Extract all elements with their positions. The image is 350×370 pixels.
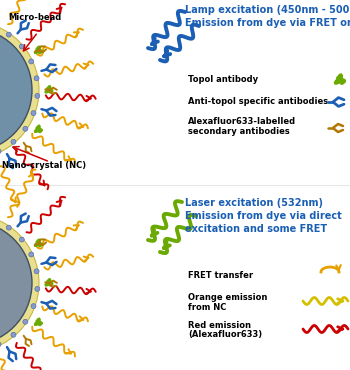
Circle shape [19,237,24,242]
Circle shape [34,269,39,274]
Text: Anti-topoI specific antibodies: Anti-topoI specific antibodies [188,98,328,107]
Text: Lamp excitation (450nm - 500nm): Lamp excitation (450nm - 500nm) [185,5,350,15]
Polygon shape [45,86,53,93]
Polygon shape [34,125,42,132]
Circle shape [31,111,36,115]
Text: secondary antibodies: secondary antibodies [188,128,290,137]
Text: FRET transfer: FRET transfer [188,270,253,279]
Circle shape [6,32,11,37]
Circle shape [19,44,24,49]
Text: Emission from dye via direct: Emission from dye via direct [185,211,342,221]
Text: Micro-bead: Micro-bead [8,13,61,22]
Text: TopoI antibody: TopoI antibody [188,75,258,84]
Circle shape [0,149,1,154]
Circle shape [35,286,40,292]
Circle shape [35,93,40,98]
Text: from NC: from NC [188,303,226,312]
Circle shape [0,21,39,159]
Text: Red emission: Red emission [188,320,251,330]
Circle shape [0,214,39,352]
Circle shape [0,28,32,152]
Circle shape [29,252,34,257]
Text: (Alexafluor633): (Alexafluor633) [188,330,262,340]
Circle shape [29,59,34,64]
Text: Orange emission: Orange emission [188,293,267,302]
Circle shape [23,126,28,131]
Polygon shape [334,74,345,84]
Polygon shape [45,279,53,286]
Polygon shape [34,239,42,246]
Circle shape [0,221,32,345]
Text: Laser excitation (532nm): Laser excitation (532nm) [185,198,323,208]
Circle shape [34,76,39,81]
Circle shape [23,319,28,324]
Text: Emission from dye via FRET only!: Emission from dye via FRET only! [185,18,350,28]
Circle shape [0,342,1,347]
Circle shape [11,139,16,144]
Polygon shape [34,318,42,326]
Circle shape [6,225,11,230]
Text: excitation and some FRET: excitation and some FRET [185,224,327,234]
Text: Nano-crystal (NC): Nano-crystal (NC) [2,161,86,170]
Circle shape [11,332,16,337]
Circle shape [31,304,36,309]
Polygon shape [34,46,42,54]
Text: Alexafluor633-labelled: Alexafluor633-labelled [188,118,296,127]
